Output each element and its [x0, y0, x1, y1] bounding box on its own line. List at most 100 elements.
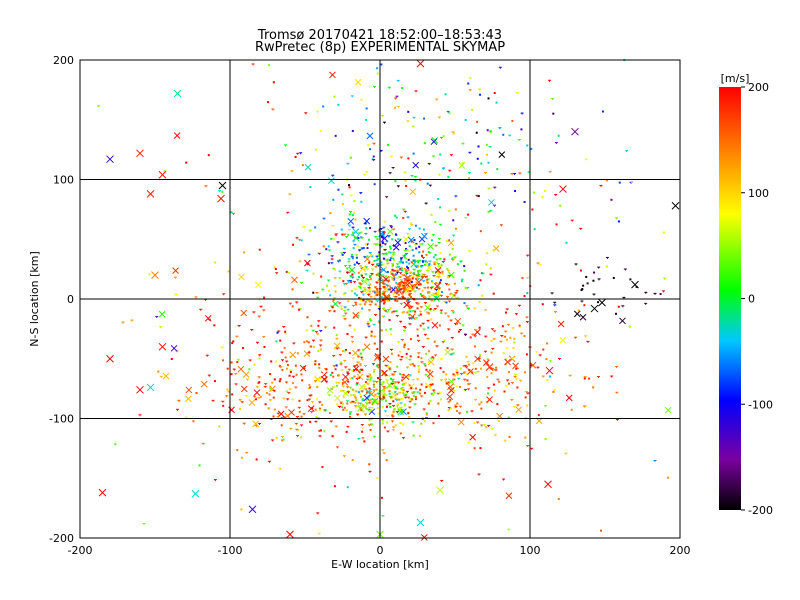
marker-stroke	[217, 194, 225, 203]
data-point	[401, 379, 404, 382]
data-point	[403, 346, 406, 349]
data-point-tick	[398, 282, 402, 285]
data-point-tick	[240, 401, 244, 404]
data-point	[392, 257, 395, 260]
data-point	[341, 382, 344, 385]
data-point	[375, 388, 378, 391]
data-point	[292, 243, 295, 246]
data-point-tick	[605, 256, 609, 259]
data-point	[382, 233, 385, 236]
data-point	[401, 383, 404, 386]
marker-stroke	[410, 260, 418, 268]
data-point	[628, 325, 631, 328]
data-point-tick	[440, 379, 444, 382]
data-point-tick	[526, 392, 530, 395]
data-point-tick	[623, 268, 627, 271]
data-point	[449, 399, 452, 402]
data-point-tick	[520, 112, 524, 115]
chart-title: Tromsø 20170421 18:52:00–18:53:43	[257, 28, 503, 43]
data-point	[393, 385, 396, 388]
data-point-tick	[401, 274, 405, 277]
data-point	[425, 253, 428, 256]
data-point-tick	[464, 333, 468, 336]
data-point-x	[358, 383, 366, 391]
data-point-x	[352, 365, 360, 373]
marker-stroke	[146, 189, 155, 198]
data-point	[507, 382, 510, 385]
marker-stroke	[383, 294, 391, 302]
data-point	[384, 275, 387, 278]
data-point	[372, 155, 375, 158]
marker-stroke	[619, 317, 626, 325]
data-point-tick	[387, 86, 391, 89]
data-point-tick	[487, 187, 491, 190]
data-point-x	[431, 321, 439, 329]
marker-stroke	[579, 313, 587, 321]
data-point-tick	[288, 388, 292, 391]
marker-stroke	[421, 232, 428, 240]
data-point-tick	[621, 305, 625, 308]
data-point	[390, 333, 393, 336]
data-point-tick	[455, 371, 459, 374]
data-point	[376, 348, 379, 351]
data-point-tick	[397, 265, 401, 268]
data-point	[403, 267, 406, 270]
chart-subtitle: RwPretec (8p) EXPERIMENTAL SKYMAP	[254, 40, 506, 55]
data-point-tick	[404, 272, 408, 275]
marker-stroke	[371, 397, 379, 405]
data-point	[433, 263, 436, 266]
data-point-tick	[396, 341, 400, 344]
data-point-tick	[385, 414, 389, 417]
data-point-tick	[426, 337, 430, 340]
data-point-x	[242, 371, 250, 378]
data-point	[478, 326, 481, 329]
data-point-tick	[644, 302, 648, 305]
data-point	[376, 294, 379, 297]
data-point	[337, 374, 340, 377]
data-point	[485, 143, 488, 146]
data-point-tick	[284, 332, 288, 335]
data-point-tick	[418, 269, 422, 272]
data-point	[307, 387, 310, 390]
data-point	[274, 268, 277, 271]
data-point-tick	[296, 152, 300, 155]
data-point	[394, 390, 397, 393]
data-point-x	[664, 406, 672, 414]
data-point-x	[299, 364, 307, 372]
data-point	[448, 288, 451, 291]
data-point	[333, 268, 336, 271]
data-point	[412, 272, 415, 275]
data-point-x	[303, 350, 311, 357]
data-point	[341, 253, 344, 256]
data-point	[402, 287, 405, 290]
data-point-tick	[282, 397, 286, 400]
data-point-tick	[451, 256, 455, 259]
data-point	[231, 342, 234, 345]
data-point-tick	[341, 385, 345, 388]
data-point	[523, 335, 526, 338]
data-point	[479, 447, 482, 450]
data-point	[312, 291, 315, 294]
data-point-tick	[308, 394, 312, 397]
data-point-tick	[458, 405, 462, 408]
data-point-tick	[468, 151, 472, 154]
data-point-x	[253, 389, 261, 396]
data-point-x	[368, 390, 376, 398]
data-point-tick	[517, 138, 521, 141]
data-point-tick	[467, 388, 471, 391]
data-point	[404, 242, 407, 245]
data-point	[285, 367, 288, 370]
data-point	[342, 396, 345, 399]
data-point-x	[332, 300, 339, 308]
data-point-tick	[458, 328, 462, 331]
data-point	[395, 289, 398, 292]
data-point	[288, 271, 291, 274]
data-point	[441, 270, 444, 273]
data-point	[370, 334, 373, 337]
data-point-x	[363, 217, 371, 225]
data-point	[459, 367, 462, 370]
data-point	[318, 366, 321, 369]
data-point	[418, 270, 421, 273]
data-point-x	[386, 228, 394, 235]
data-point-tick	[440, 479, 444, 482]
